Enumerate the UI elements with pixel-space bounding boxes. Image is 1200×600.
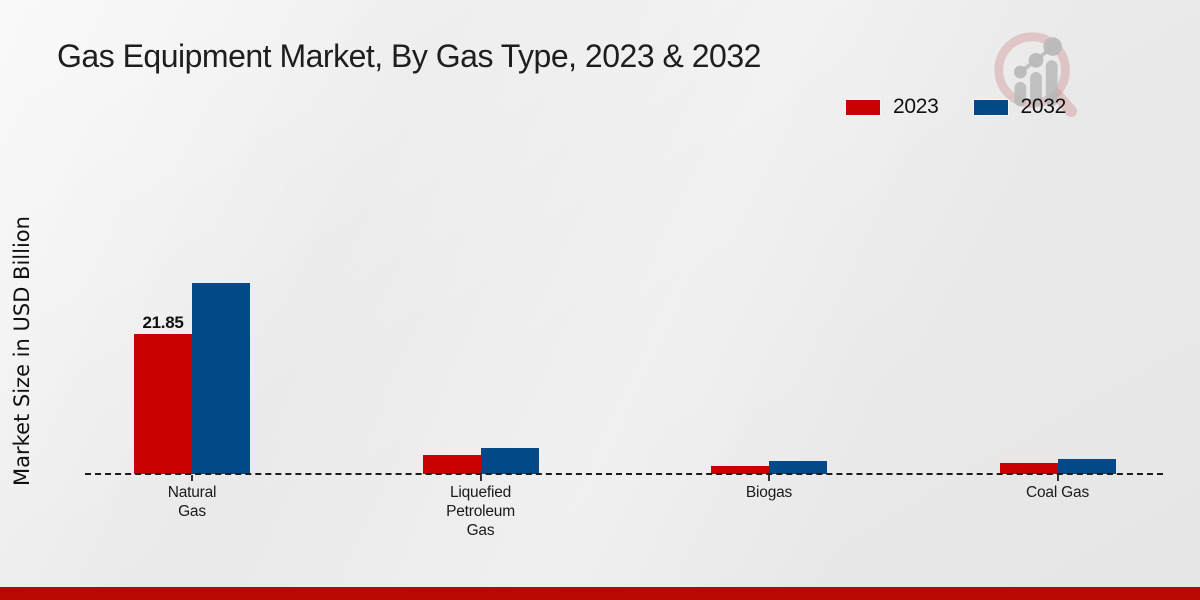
magnifier-growth-chart-logo-icon [994, 32, 1078, 118]
legend-swatch-2023 [845, 98, 881, 116]
x-axis-tick-coal-gas [1056, 475, 1059, 481]
category-label-liquefied-petroleum-gas: Liquefied Petroleum Gas [446, 484, 515, 539]
data-label-2023-natural-gas: 21.85 [142, 313, 184, 332]
bar-2023-biogas [711, 466, 769, 474]
legend-item-2032: 2032 [972, 95, 1067, 119]
x-axis-baseline [85, 473, 1163, 475]
bar-2023-natural-gas [134, 334, 192, 474]
bar-2032-natural-gas [192, 283, 250, 474]
category-label-coal-gas: Coal Gas [1025, 484, 1089, 501]
legend: 2023 2032 [845, 95, 1066, 119]
x-axis-tick-natural-gas [191, 475, 193, 481]
x-axis-tick-liquefied-petroleum-gas [479, 475, 482, 481]
legend-label-2032: 2032 [1020, 95, 1067, 118]
legend-label-2023: 2023 [893, 95, 939, 118]
bottom-accent-bar [0, 587, 1200, 600]
category-label-biogas: Biogas [745, 484, 793, 501]
x-axis-tick-biogas [768, 475, 770, 481]
chart-title: Gas Equipment Market, By Gas Type, 2023 … [57, 38, 761, 74]
bar-2023-liquefied-petroleum-gas [422, 455, 481, 474]
bar-2023-coal-gas [999, 463, 1058, 474]
bar-2032-liquefied-petroleum-gas [480, 448, 539, 474]
legend-item-2023: 2023 [845, 95, 939, 119]
bar-2032-coal-gas [1057, 459, 1116, 474]
legend-swatch-2032 [972, 98, 1009, 116]
bar-2032-biogas [769, 461, 827, 474]
category-label-natural-gas: Natural Gas [167, 484, 217, 520]
